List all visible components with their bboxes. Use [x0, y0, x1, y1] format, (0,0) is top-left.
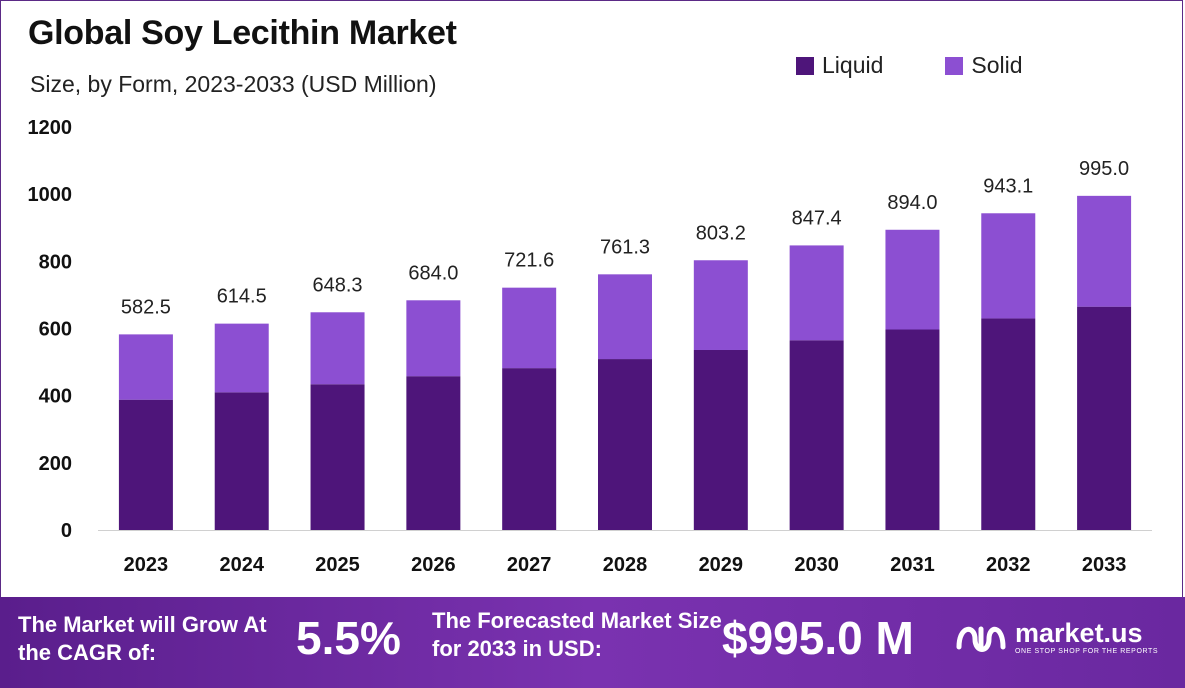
- x-tick-label: 2032: [986, 554, 1031, 576]
- bar-total-label: 943.1: [983, 175, 1033, 197]
- bar-total-label: 648.3: [313, 274, 363, 296]
- y-tick-label: 1200: [28, 117, 73, 139]
- cagr-value: 5.5%: [296, 612, 401, 664]
- bar-total-label: 721.6: [504, 250, 554, 272]
- bar-liquid: [310, 384, 365, 530]
- bar-solid: [598, 274, 652, 360]
- bar-total-label: 582.5: [121, 296, 171, 318]
- bar-solid: [693, 260, 748, 350]
- brand-logo: market.us ONE STOP SHOP FOR THE REPORTS: [955, 617, 1158, 657]
- forecast-caption: The Forecasted Market Size for 2033 in U…: [432, 608, 722, 661]
- bar-solid: [214, 323, 269, 393]
- x-tick-label: 2023: [124, 554, 169, 576]
- bar-total-label: 995.0: [1079, 158, 1129, 180]
- y-tick-label: 800: [39, 251, 72, 273]
- x-tick-label: 2031: [890, 554, 935, 576]
- legend-item-solid: Solid: [945, 52, 1023, 79]
- chart-title: Global Soy Lecithin Market: [28, 14, 457, 52]
- cagr-caption: The Market will Grow At the CAGR of:: [18, 612, 267, 665]
- bar-liquid: [885, 329, 940, 530]
- legend-item-liquid: Liquid: [796, 52, 883, 79]
- bar-total-label: 847.4: [792, 207, 842, 229]
- bar-liquid: [598, 359, 652, 530]
- bar-liquid: [406, 376, 461, 530]
- bar-liquid: [789, 340, 844, 530]
- chart-subtitle: Size, by Form, 2023-2033 (USD Million): [30, 71, 437, 97]
- bar-solid: [1077, 195, 1132, 307]
- bar-total-label: 894.0: [887, 192, 937, 214]
- brand-tagline: ONE STOP SHOP FOR THE REPORTS: [1015, 648, 1159, 655]
- y-tick-label: 200: [39, 453, 72, 475]
- bar-liquid: [981, 318, 1036, 530]
- bar-chart: 0 200 400 600 800 1000 1200 582.5 2023 614.5 2024 6…: [28, 117, 1152, 576]
- x-tick-label: 2026: [411, 554, 456, 576]
- bar-liquid: [502, 368, 557, 530]
- market-size-value: $995.0 M: [722, 612, 914, 664]
- brand-name: market.us: [1015, 618, 1143, 648]
- bar-solid: [310, 312, 365, 385]
- x-tick-label: 2033: [1082, 554, 1127, 576]
- market-us-logo-icon: [956, 626, 1006, 652]
- bar-total-label: 803.2: [696, 222, 746, 244]
- bar-total-label: 761.3: [600, 236, 650, 258]
- bar-solid: [502, 287, 557, 369]
- y-tick-label: 1000: [28, 184, 73, 206]
- y-tick-label: 400: [39, 386, 72, 408]
- legend-label-liquid: Liquid: [822, 52, 884, 78]
- bar-liquid: [693, 349, 748, 530]
- y-tick-label: 0: [61, 520, 72, 542]
- legend-swatch-solid: [945, 56, 964, 75]
- x-tick-label: 2024: [219, 554, 264, 576]
- x-tick-label: 2030: [794, 554, 839, 576]
- bar-solid: [118, 334, 173, 400]
- bar-total-label: 614.5: [217, 286, 267, 308]
- bar-liquid: [118, 399, 173, 530]
- bar-solid: [406, 300, 461, 377]
- x-tick-label: 2025: [315, 554, 360, 576]
- bar-total-label: 684.0: [408, 262, 458, 284]
- bar-liquid: [214, 392, 269, 530]
- bar-solid: [789, 245, 844, 341]
- bar-solid: [981, 213, 1036, 319]
- x-tick-label: 2027: [507, 554, 552, 576]
- legend-swatch-liquid: [796, 56, 814, 75]
- chart-legend: Liquid Solid: [796, 52, 1023, 79]
- y-tick-label: 600: [39, 319, 72, 341]
- footer-banner: The Market will Grow At the CAGR of: 5.5…: [0, 597, 1185, 688]
- legend-label-solid: Solid: [971, 52, 1023, 78]
- x-tick-label: 2028: [603, 554, 648, 576]
- x-tick-label: 2029: [699, 554, 744, 576]
- bar-liquid: [1077, 306, 1132, 530]
- bar-solid: [885, 229, 940, 330]
